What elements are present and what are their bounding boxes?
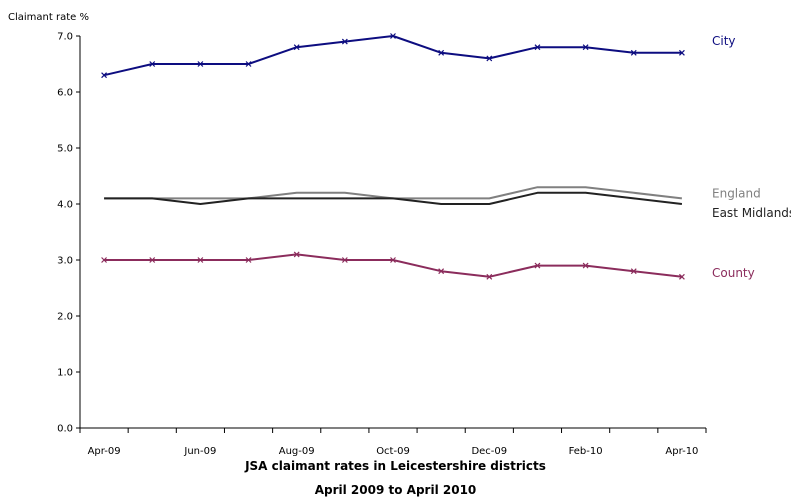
data-point-city [390,33,396,39]
y-tick-label: 4.0 [57,200,73,211]
series-line-east-midlands [104,191,683,205]
x-tick-label: Aug-09 [279,446,315,457]
series-label-city: City [712,34,736,48]
data-point-city [197,61,204,67]
y-tick-label: 5.0 [57,144,73,155]
series-label-england: England [712,186,761,200]
axes [76,35,707,433]
data-point-county [582,262,589,269]
data-point-county [245,257,252,263]
x-tick-label: Dec-09 [471,446,507,457]
y-tick-label: 2.0 [57,312,73,323]
y-axis-title: Claimant rate % [8,12,89,23]
y-tick-label: 6.0 [57,88,73,99]
y-tick-label: 3.0 [57,256,73,267]
data-point-city [245,61,252,67]
x-tick-label: Feb-10 [569,446,603,457]
x-tick-label: Apr-09 [88,446,121,457]
data-point-city [149,61,156,67]
data-point-city [341,38,348,45]
data-point-city [678,49,685,56]
data-point-county [101,257,108,263]
data-point-city [534,44,541,51]
x-tick-labels: Apr-09 Jun-09 Aug-09 Oct-09 Dec-09 Feb-10 Apr-… [88,446,699,457]
series-label-county: County [712,266,755,280]
x-tick-label: Oct-09 [376,446,410,457]
y-tick-label: 0.0 [57,424,73,435]
series-labels: City England East Midlands County [712,34,791,280]
x-tick-label: Jun-09 [183,446,216,457]
data-point-county [341,257,348,263]
data-point-county [630,268,637,275]
chart-title: JSA claimant rates in Leicestershire dis… [245,459,546,473]
data-point-city [630,49,637,56]
data-point-city [486,55,493,62]
data-point-county [438,268,445,275]
data-point-city [293,44,300,51]
y-tick-label: 7.0 [57,32,73,43]
data-point-city [101,72,108,79]
series-line-county [104,253,683,278]
y-tick-label: 1.0 [57,368,73,379]
data-point-city [582,44,589,51]
data-point-county [534,262,541,269]
series-line-city [103,35,682,77]
data-point-county [197,257,204,263]
x-tick-label: Apr-10 [665,446,698,457]
data-point-county [149,257,156,263]
data-point-county [293,251,300,258]
series-label-east-midlands: East Midlands [712,206,791,220]
data-point-city [438,49,445,56]
series-lines [101,33,685,280]
chart-subtitle: April 2009 to April 2010 [314,483,477,497]
data-point-county [390,257,396,263]
y-tick-labels: 0.0 1.0 2.0 3.0 4.0 5.0 6.0 7.0 [57,32,73,435]
line-chart: Claimant rate % 0.0 1.0 2.0 3.0 4.0 5.0 6.0 7.0… [8,12,791,457]
data-point-county [678,273,685,280]
series-line-england [104,186,683,200]
data-point-county [486,273,493,280]
